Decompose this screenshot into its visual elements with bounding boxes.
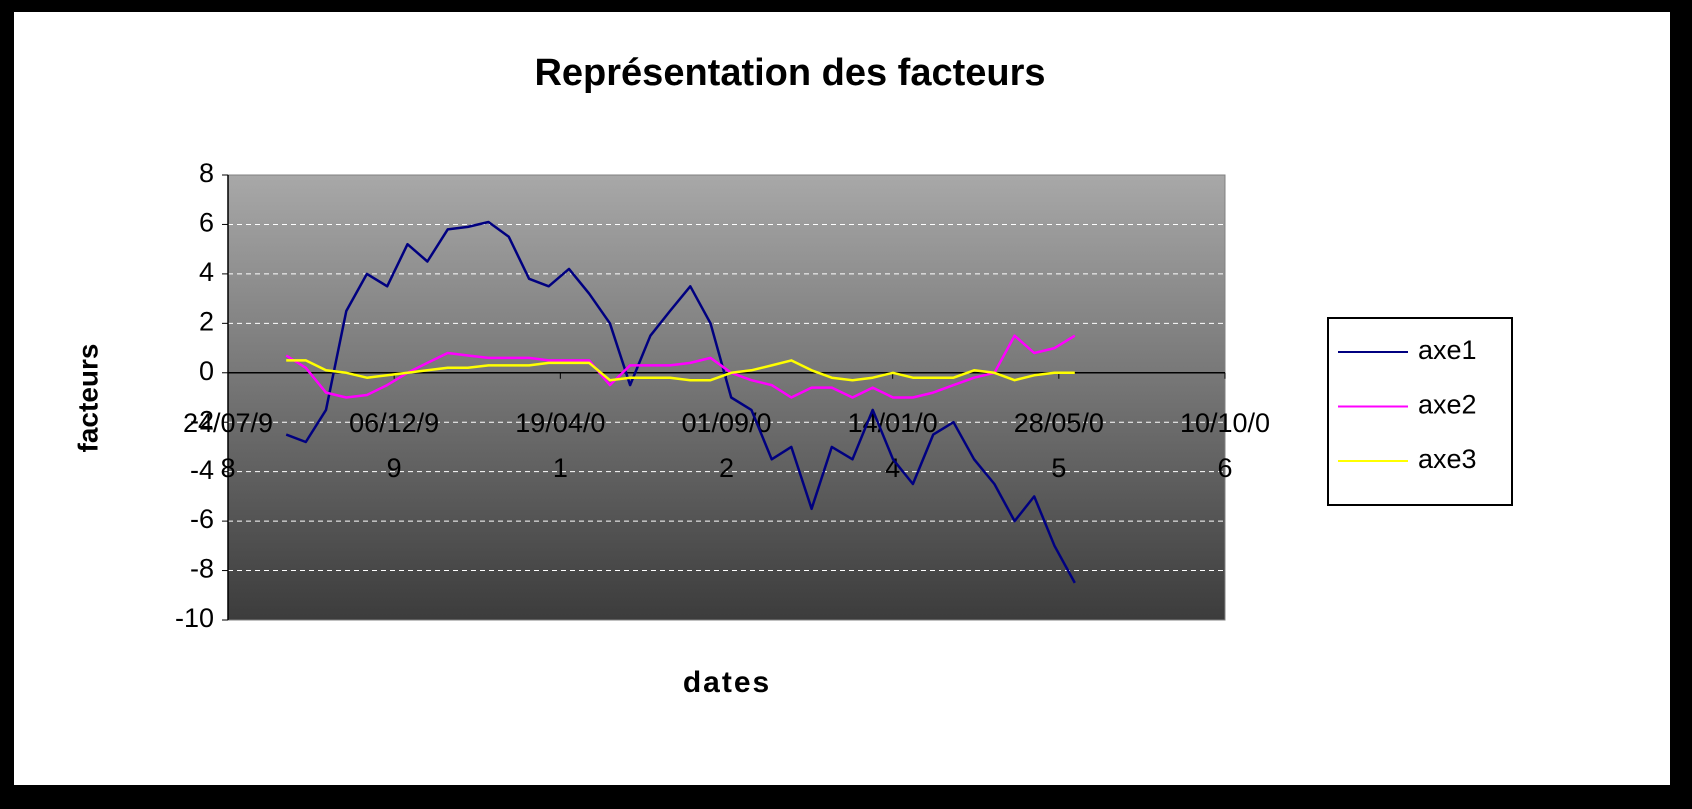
x-tick-label: 10/10/0 6 bbox=[1180, 408, 1270, 483]
series-line bbox=[285, 220, 1076, 584]
x-axis-title: dates bbox=[683, 666, 771, 699]
legend bbox=[1327, 317, 1513, 506]
y-tick-label: 8 bbox=[199, 158, 214, 188]
legend-label: axe1 bbox=[1418, 335, 1477, 365]
series-line bbox=[285, 334, 1076, 399]
y-tick-label: 0 bbox=[199, 356, 214, 386]
x-tick-label: 19/04/0 1 bbox=[515, 408, 605, 483]
legend-label: axe2 bbox=[1418, 390, 1477, 420]
chart-title: Représentation des facteurs bbox=[534, 52, 1045, 94]
x-tick-label: 28/05/0 5 bbox=[1014, 408, 1104, 483]
y-tick-label: -2 bbox=[190, 405, 214, 435]
y-axis-title: facteurs bbox=[72, 344, 103, 453]
y-tick-label: -6 bbox=[190, 504, 214, 534]
legend-label: axe3 bbox=[1418, 444, 1477, 474]
x-tick-label: 06/12/9 9 bbox=[349, 408, 439, 483]
y-tick-label: 6 bbox=[199, 208, 214, 238]
y-tick-label: 4 bbox=[199, 257, 214, 287]
y-tick-label: -10 bbox=[175, 603, 214, 633]
y-tick-label: 2 bbox=[199, 306, 214, 336]
plot-area bbox=[227, 174, 1226, 621]
y-tick-label: -4 bbox=[190, 455, 214, 485]
series-line bbox=[286, 359, 1075, 382]
y-tick-label: -8 bbox=[190, 554, 214, 584]
x-tick-label: 14/01/0 4 bbox=[848, 408, 938, 483]
x-tick-label: 24/07/9 8 bbox=[183, 408, 273, 483]
